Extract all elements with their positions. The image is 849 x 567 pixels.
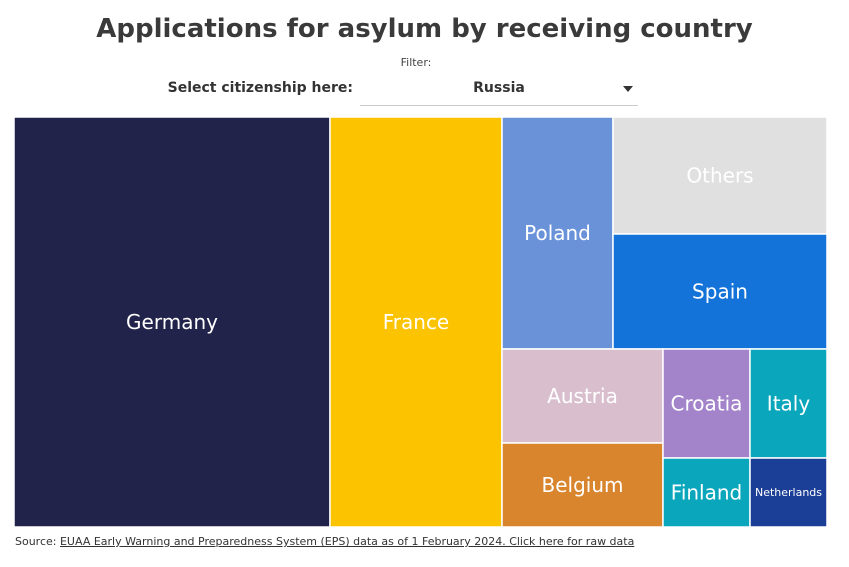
treemap-label-austria: Austria bbox=[547, 384, 618, 408]
treemap-tile-netherlands[interactable] bbox=[749, 457, 828, 528]
treemap-label-poland: Poland bbox=[524, 221, 591, 245]
treemap-tile-italy[interactable] bbox=[749, 348, 828, 459]
treemap-tile-finland[interactable] bbox=[662, 457, 751, 528]
citizenship-dropdown-value: Russia bbox=[473, 80, 525, 96]
treemap-tile-germany[interactable] bbox=[13, 116, 331, 528]
treemap-label-others: Others bbox=[686, 164, 753, 188]
chevron-down-icon[interactable] bbox=[623, 86, 633, 92]
treemap-label-finland: Finland bbox=[671, 481, 742, 505]
treemap-label-france: France bbox=[383, 310, 450, 334]
chart-title: Applications for asylum by receiving cou… bbox=[96, 14, 753, 44]
citizenship-select-label: Select citizenship here: bbox=[167, 80, 353, 96]
source-link[interactable]: EUAA Early Warning and Preparedness Syst… bbox=[59, 535, 635, 548]
treemap-label-germany: Germany bbox=[126, 310, 218, 334]
treemap-tile-belgium[interactable] bbox=[501, 442, 664, 528]
treemap-label-croatia: Croatia bbox=[671, 392, 743, 416]
treemap-label-belgium: Belgium bbox=[542, 473, 624, 497]
source-prefix: Source: bbox=[15, 535, 60, 548]
treemap-label-netherlands: Netherlands bbox=[755, 486, 822, 499]
treemap-tile-france[interactable] bbox=[329, 116, 503, 528]
filter-caption: Filter: bbox=[400, 56, 432, 69]
treemap-tile-others[interactable] bbox=[612, 116, 828, 235]
treemap-label-spain: Spain bbox=[692, 280, 748, 304]
citizenship-dropdown[interactable]: Russia bbox=[360, 74, 638, 106]
treemap-tile-poland[interactable] bbox=[501, 116, 614, 350]
treemap-tile-austria[interactable] bbox=[501, 348, 664, 444]
source-note: Source: EUAA Early Warning and Preparedn… bbox=[15, 535, 634, 548]
treemap-label-italy: Italy bbox=[767, 392, 811, 416]
treemap-tile-croatia[interactable] bbox=[662, 348, 751, 459]
